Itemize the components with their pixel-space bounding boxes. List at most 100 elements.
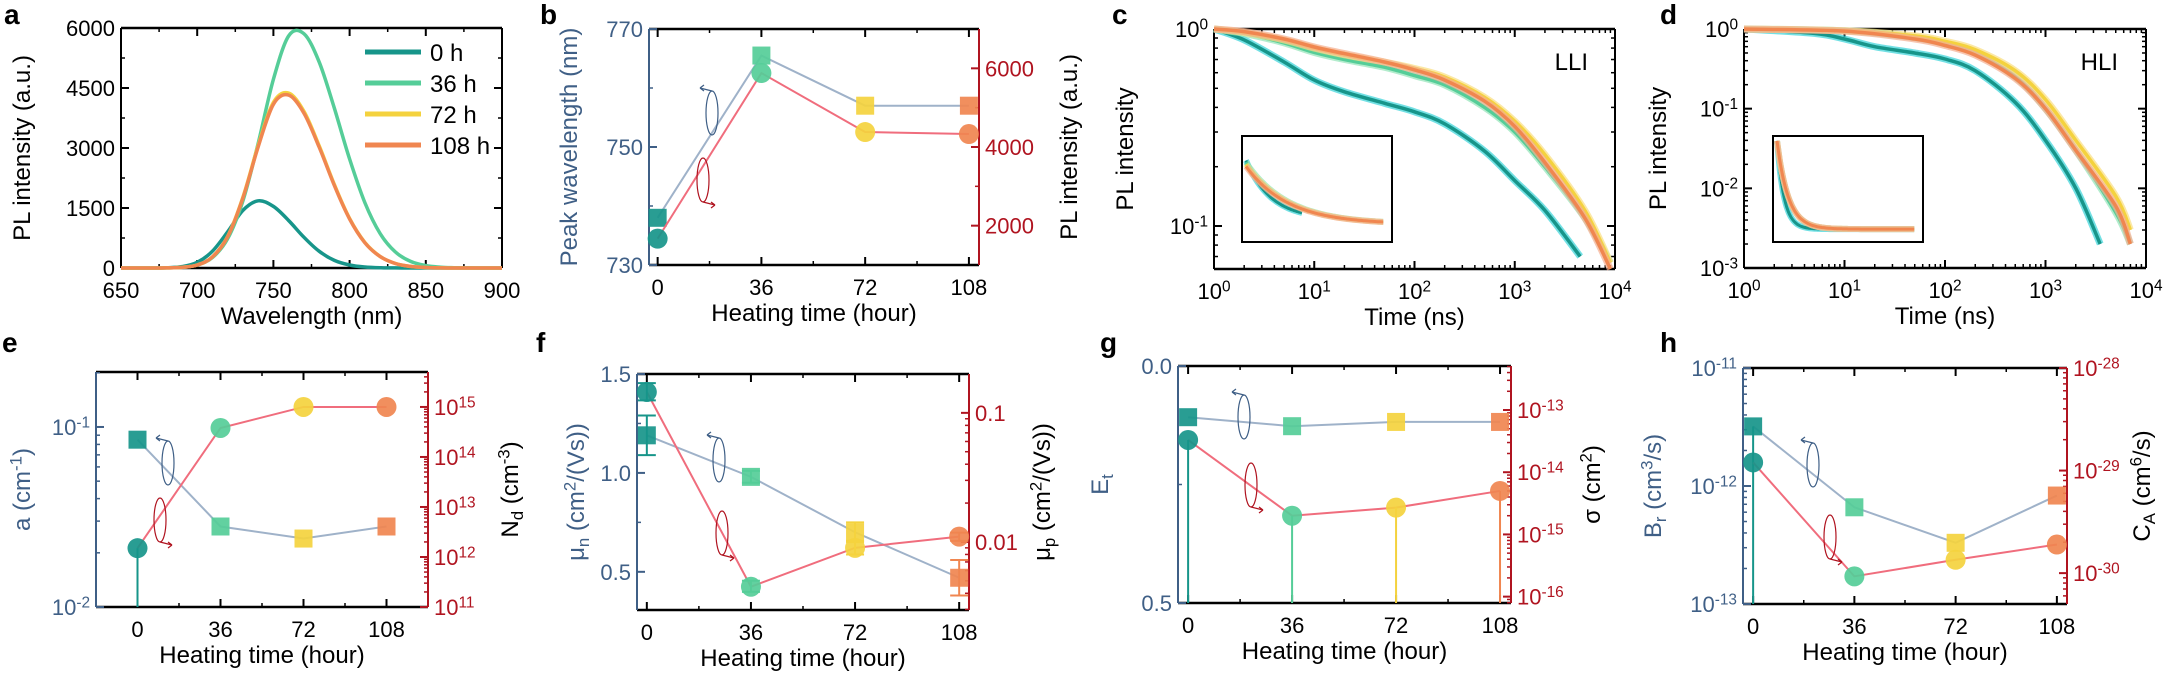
left-y-axis-ticks: 10-1 100: [1170, 16, 1615, 258]
data-point-circle: [376, 396, 397, 417]
x-tick-label: 108: [941, 620, 978, 645]
y-tick-label: 0.5: [1141, 591, 1172, 616]
loop-arrow-icon: [705, 90, 719, 136]
loop-arrow-icon: [1823, 514, 1837, 560]
panel-label: g: [1100, 327, 1117, 358]
x-tick-label: 104: [2129, 277, 2162, 303]
x-axis-label: Heating time (hour): [159, 642, 364, 669]
data-point-circle: [293, 396, 314, 417]
x-axis-label: Heating time (hour): [1802, 639, 2007, 666]
plot-data: [121, 28, 502, 270]
data-point-circle: [845, 537, 866, 558]
right-axis-indicator-icon: [696, 157, 716, 209]
y-tick-label: 0.5: [600, 560, 631, 585]
series-connector-line: [656, 54, 969, 219]
panel-label: a: [4, 0, 20, 30]
y-tick-label: 10-15: [1517, 522, 1564, 548]
condition-tag: LLI: [1555, 49, 1588, 76]
data-point-circle: [647, 228, 668, 249]
series-line: [1213, 27, 1582, 258]
right-y-axis-label: PL intensity (a.u.): [1056, 54, 1083, 240]
y-tick-label: 1.0: [600, 461, 631, 486]
series-connector-line: [1752, 461, 2058, 578]
plot-data: [1178, 408, 1511, 603]
left-y-axis-label: PL intensity: [1112, 87, 1139, 210]
x-tick-label: 72: [853, 275, 877, 300]
left-y-axis-label: Et: [1087, 474, 1117, 495]
x-tick-label: 103: [2029, 277, 2062, 303]
series-line: [121, 92, 502, 270]
data-point-square: [1845, 498, 1864, 517]
y-tick-label: 100: [1175, 16, 1208, 42]
x-tick-label: 108: [1482, 613, 1519, 638]
arrow-right-icon: [1829, 558, 1843, 566]
left-axis-indicator-icon: [1231, 388, 1251, 440]
x-tick-label: 104: [1598, 278, 1631, 304]
data-point-circle: [1844, 566, 1865, 587]
left-y-axis-label: μn (cm2/(Vs)): [561, 423, 593, 561]
x-tick-label: 72: [1384, 613, 1408, 638]
data-point-square: [2047, 486, 2066, 505]
y-tick-label: 770: [606, 17, 643, 42]
data-point-square: [1387, 412, 1406, 431]
y-tick-label: 10-12: [1690, 473, 1737, 499]
y-tick-label: 730: [606, 253, 643, 278]
data-point-square: [1946, 533, 1965, 552]
y-tick-label: 1013: [434, 494, 476, 520]
series-line: [1213, 27, 1612, 270]
plot-data: [647, 46, 979, 249]
panel-label: d: [1660, 0, 1677, 30]
plot-frame: [1177, 364, 1512, 605]
y-tick-label: 1014: [434, 444, 476, 470]
x-tick-label: 0: [652, 275, 664, 300]
data-point-square: [741, 467, 760, 486]
series-connector-line: [136, 438, 387, 540]
x-tick-label: 750: [255, 278, 292, 303]
x-tick-label: 102: [1928, 277, 1961, 303]
loop-arrow-icon: [712, 437, 726, 483]
left-axis-indicator-icon: [155, 434, 175, 486]
y-tick-label: 2000: [985, 214, 1034, 239]
right-y-axis-ticks: 10-16 10-15 10-14 10-13: [1503, 365, 1564, 610]
left-axis-indicator-icon: [699, 84, 719, 136]
x-tick-label: 700: [179, 278, 216, 303]
series-connector-line: [1187, 439, 1501, 517]
data-point-circle: [958, 124, 979, 145]
right-y-axis-ticks: 0.01 0.1: [961, 401, 1018, 611]
arrow-left-icon: [155, 434, 169, 442]
plot-data: [636, 382, 970, 597]
series-connector-line: [645, 391, 960, 588]
x-axis-ticks: 0 36 72 108: [1747, 368, 2075, 639]
left-y-axis-label: Br (cm3/s): [1638, 434, 1670, 538]
loop-arrow-icon: [1237, 394, 1251, 440]
x-axis-label: Time (ns): [1895, 303, 1995, 330]
y-tick-label: 10-11: [1691, 355, 1737, 381]
x-axis-ticks: 0 36 72 108: [1182, 366, 1518, 638]
data-point-circle: [210, 417, 231, 438]
y-tick-label: 0.01: [975, 530, 1018, 555]
data-point-circle: [1490, 480, 1511, 501]
y-tick-label: 0.0: [1141, 354, 1172, 379]
data-point-circle: [1743, 452, 1764, 473]
x-axis-ticks: 0 36 72 108: [652, 29, 987, 300]
x-tick-label: 0: [641, 620, 653, 645]
y-tick-label: 100: [1705, 16, 1738, 42]
data-point-square: [211, 517, 230, 536]
left-y-axis-ticks: 0.0 0.5: [1141, 354, 1186, 616]
data-point-square: [637, 426, 656, 445]
y-tick-label: 4000: [985, 135, 1034, 160]
x-axis-ticks: 100 101 102 103 104: [1727, 29, 2163, 303]
data-point-square: [1744, 417, 1763, 436]
y-tick-label: 6000: [985, 56, 1034, 81]
data-point-circle: [1282, 505, 1303, 526]
x-tick-label: 800: [331, 278, 368, 303]
data-point-circle: [1945, 549, 1966, 570]
y-tick-label: 10-30: [2073, 560, 2120, 586]
data-point-circle: [1386, 497, 1407, 518]
x-tick-label: 101: [1828, 277, 1861, 303]
y-tick-label: 10-16: [1517, 584, 1564, 610]
data-point-square: [294, 529, 313, 548]
y-tick-label: 750: [606, 135, 643, 160]
x-tick-label: 650: [103, 278, 140, 303]
